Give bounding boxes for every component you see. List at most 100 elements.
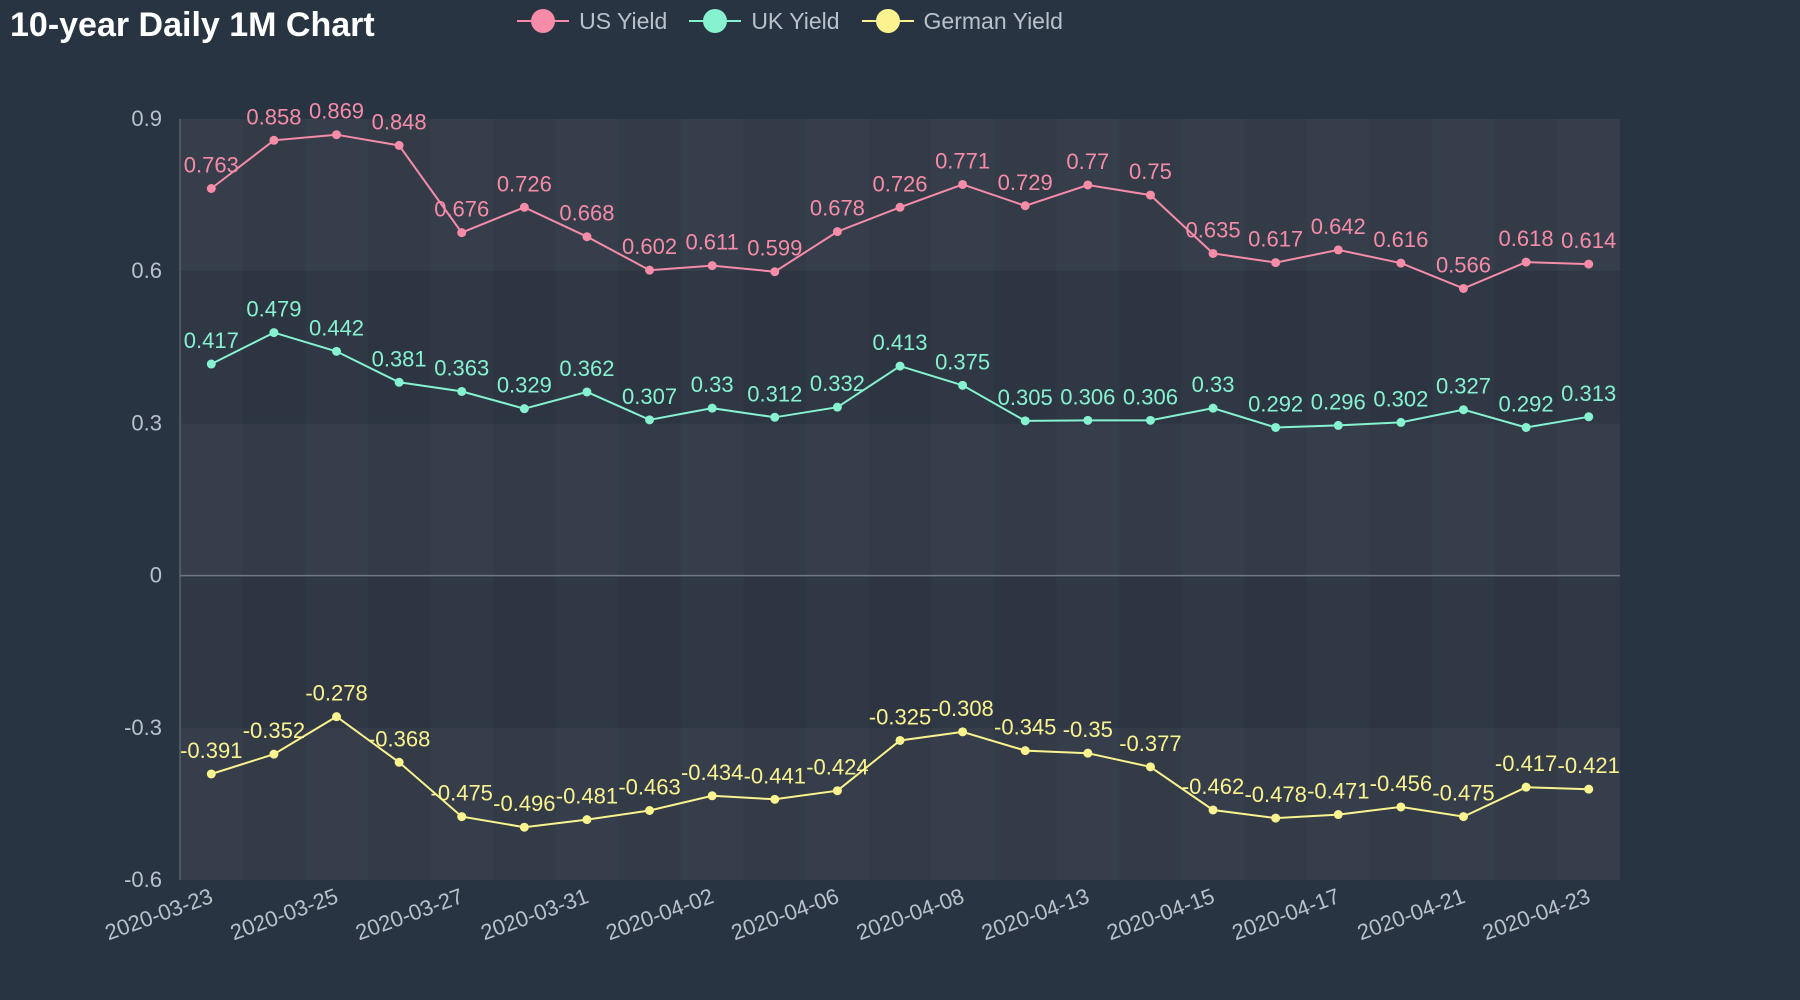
data-point — [1020, 201, 1030, 211]
data-label: -0.424 — [806, 755, 868, 780]
data-point — [1020, 416, 1030, 426]
data-point — [832, 402, 842, 412]
data-label: -0.478 — [1244, 782, 1306, 807]
data-point — [206, 769, 216, 779]
data-point — [707, 403, 717, 413]
data-label: 0.363 — [434, 355, 489, 380]
x-tick-label: 2020-04-15 — [1103, 883, 1217, 945]
data-point — [958, 380, 968, 390]
data-label: 0.566 — [1436, 252, 1491, 277]
data-point — [1083, 415, 1093, 425]
data-label: -0.325 — [869, 704, 931, 729]
data-label: 0.668 — [559, 201, 614, 226]
data-label: 0.302 — [1373, 386, 1428, 411]
data-point — [1145, 415, 1155, 425]
data-label: 0.771 — [935, 148, 990, 173]
data-label: 0.313 — [1561, 381, 1616, 406]
plot-column-stripe — [1119, 119, 1182, 880]
x-tick-label: 2020-03-31 — [477, 883, 591, 945]
data-point — [332, 712, 342, 722]
data-label: 0.312 — [747, 381, 802, 406]
data-point — [582, 815, 592, 825]
data-point — [645, 265, 655, 275]
data-point — [770, 267, 780, 277]
data-label: 0.375 — [935, 349, 990, 374]
data-label: 0.329 — [497, 373, 552, 398]
data-point — [958, 727, 968, 737]
data-point — [582, 387, 592, 397]
x-tick-label: 2020-04-17 — [1229, 883, 1343, 945]
data-point — [1333, 245, 1343, 255]
data-point — [770, 412, 780, 422]
data-point — [394, 377, 404, 387]
data-label: 0.307 — [622, 384, 677, 409]
data-label: 0.858 — [246, 104, 301, 129]
data-point — [1584, 784, 1594, 794]
data-label: -0.377 — [1119, 731, 1181, 756]
data-label: -0.475 — [1432, 781, 1494, 806]
legend-item-uk-yield[interactable]: UK Yield — [689, 6, 840, 36]
legend-item-us-yield[interactable]: US Yield — [517, 6, 667, 36]
data-point — [1458, 405, 1468, 415]
data-point — [457, 228, 467, 238]
data-label: 0.848 — [372, 109, 427, 134]
data-point — [1271, 813, 1281, 823]
data-point — [519, 202, 529, 212]
y-tick-label: -0.6 — [124, 867, 162, 892]
plot-band — [180, 423, 1620, 576]
data-point — [1584, 412, 1594, 422]
data-point — [770, 794, 780, 804]
data-point — [1521, 782, 1531, 792]
data-label: -0.462 — [1182, 774, 1244, 799]
data-label: 0.726 — [872, 171, 927, 196]
data-labels: 0.763 0.858 0.869 0.848 0.676 0.726 0.668 0.602… — [180, 99, 1620, 817]
y-tick-label: -0.3 — [124, 715, 162, 740]
data-label: 0.726 — [497, 171, 552, 196]
data-point — [1396, 258, 1406, 268]
data-point — [269, 749, 279, 759]
data-point — [1145, 190, 1155, 200]
data-label: 0.306 — [1123, 384, 1178, 409]
plot-column-stripe — [868, 119, 932, 880]
data-label: 0.305 — [998, 385, 1053, 410]
data-point — [958, 179, 968, 189]
data-point — [269, 135, 279, 145]
data-label: 0.362 — [559, 356, 614, 381]
data-label: 0.617 — [1248, 227, 1303, 252]
plot-column-stripe — [1494, 119, 1558, 880]
data-point — [1521, 422, 1531, 432]
data-point — [1208, 248, 1218, 258]
legend-item-german-yield[interactable]: German Yield — [861, 6, 1063, 36]
data-label: 0.306 — [1060, 384, 1115, 409]
data-point — [582, 232, 592, 242]
data-label: -0.368 — [368, 726, 430, 751]
data-point — [332, 130, 342, 140]
plot-column-stripe — [618, 119, 681, 880]
y-tick-label: 0.6 — [131, 258, 162, 283]
data-label: -0.391 — [180, 738, 242, 763]
series-group — [206, 130, 1594, 832]
plot-column-stripe — [242, 119, 306, 880]
data-label: 0.618 — [1499, 226, 1554, 251]
legend-marker-german — [861, 6, 914, 36]
plot-band — [180, 727, 1620, 880]
data-point — [394, 140, 404, 150]
data-label: 0.292 — [1499, 391, 1554, 416]
data-label: 0.611 — [685, 230, 738, 255]
data-label: -0.496 — [493, 791, 555, 816]
legend-label-uk: UK Yield — [751, 7, 840, 34]
data-point — [1521, 257, 1531, 267]
plot-column-stripe — [1244, 119, 1307, 880]
plot-column-stripe — [493, 119, 556, 880]
x-tick-label: 2020-04-23 — [1479, 883, 1593, 945]
data-point — [1083, 180, 1093, 190]
data-label: -0.456 — [1370, 771, 1432, 796]
data-point — [707, 791, 717, 801]
data-label: 0.614 — [1561, 228, 1616, 253]
data-label: 0.292 — [1248, 391, 1303, 416]
plot-column-stripe — [743, 119, 807, 880]
data-label: -0.475 — [431, 781, 493, 806]
plot-column-stripe — [993, 119, 1057, 880]
legend-marker-uk — [689, 6, 742, 36]
